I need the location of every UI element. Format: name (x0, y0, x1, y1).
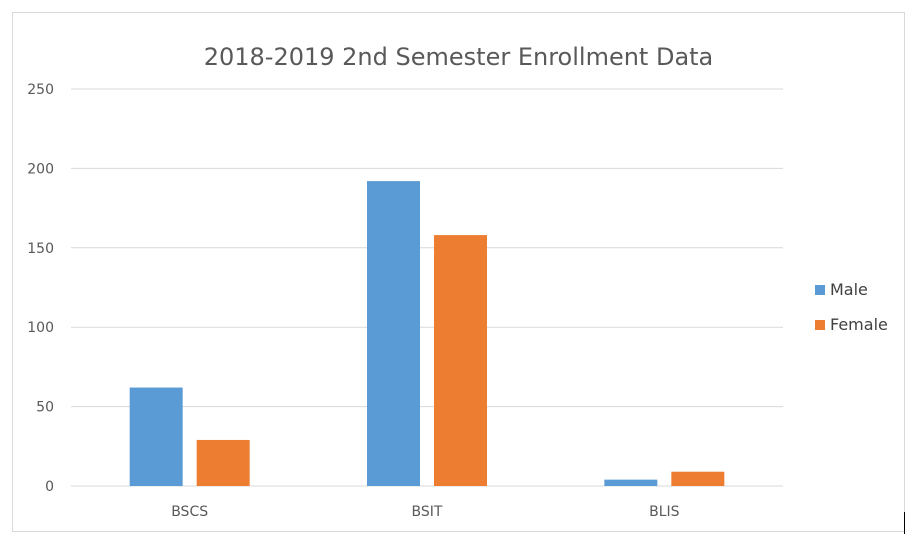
y-tick-label: 0 (45, 479, 54, 495)
y-tick-label: 250 (27, 82, 54, 98)
x-tick-label: BSIT (412, 504, 443, 520)
legend-swatch-female (815, 319, 825, 330)
bar-male-bscs (129, 387, 183, 486)
bar-female-bsit (434, 235, 487, 486)
legend-swatch-male (815, 284, 825, 295)
legend-item-male: Male (815, 272, 888, 307)
legend-item-female: Female (815, 307, 888, 342)
legend-label-male: Male (830, 280, 868, 299)
bar-female-bscs (196, 439, 250, 486)
bar-male-bsit (367, 181, 420, 486)
y-tick-label: 50 (36, 400, 54, 416)
bar-female-blis (671, 471, 725, 486)
y-tick-label: 200 (27, 161, 54, 177)
x-tick-label: BLIS (649, 504, 680, 520)
chart-title: 2018-2019 2nd Semester Enrollment Data (203, 43, 714, 71)
y-tick-label: 150 (27, 241, 54, 257)
legend: Male Female (815, 272, 888, 342)
legend-label-female: Female (830, 315, 888, 334)
y-tick-label: 100 (27, 320, 54, 336)
bar-male-blis (604, 479, 658, 486)
x-tick-label: BSCS (171, 504, 208, 520)
edge-mark (904, 512, 905, 534)
